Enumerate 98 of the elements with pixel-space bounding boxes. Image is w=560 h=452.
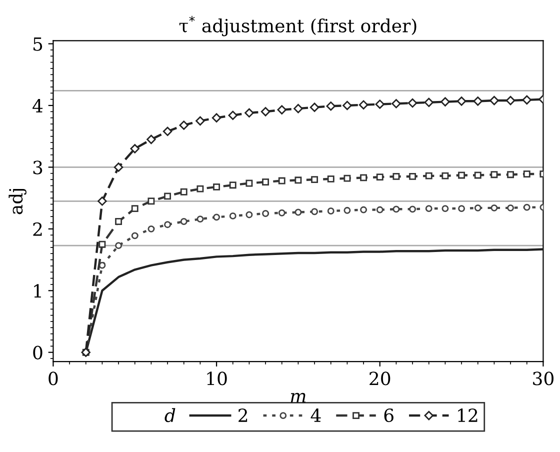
point: [212, 113, 222, 122]
point: [458, 172, 466, 179]
point: [244, 108, 254, 118]
point: [490, 96, 499, 106]
y-tick-label: 1: [34, 284, 41, 298]
point: [458, 205, 466, 212]
point: [278, 209, 286, 216]
point: [474, 204, 482, 212]
point: [360, 206, 368, 214]
point: [360, 174, 368, 182]
y-axis-title: adj: [8, 188, 26, 214]
point: [474, 172, 482, 179]
point: [98, 240, 106, 248]
point: [180, 218, 188, 225]
point: [311, 176, 318, 184]
point: [342, 100, 352, 110]
point: [456, 96, 466, 106]
legend-label: 2: [238, 408, 248, 422]
x-tick-label: 30: [533, 372, 554, 386]
point: [196, 185, 204, 192]
point: [98, 196, 107, 206]
point: [148, 198, 155, 205]
point: [146, 134, 156, 144]
point: [294, 176, 302, 184]
x-tick-label: 10: [207, 372, 227, 386]
point: [522, 95, 532, 105]
point: [229, 212, 236, 220]
point: [326, 101, 336, 111]
point: [490, 204, 498, 212]
point: [409, 172, 416, 180]
y-tick-label: 4: [32, 98, 43, 112]
point: [148, 225, 155, 232]
point: [164, 192, 172, 200]
x-tick-label: 0: [48, 372, 58, 386]
point: [473, 96, 482, 106]
point: [376, 206, 384, 214]
point: [392, 99, 401, 108]
point: [114, 162, 124, 172]
point: [294, 208, 302, 216]
point: [196, 116, 205, 126]
point: [115, 218, 122, 225]
point: [310, 102, 320, 112]
point: [425, 205, 432, 212]
point: [311, 208, 318, 216]
point: [376, 174, 384, 181]
point: [442, 172, 449, 180]
point: [409, 206, 416, 213]
point: [164, 221, 172, 228]
legend-label: 12: [458, 408, 478, 422]
x-axis-title: m: [290, 392, 306, 403]
point: [179, 120, 188, 130]
y-tick-label: 3: [33, 160, 42, 174]
point: [246, 211, 253, 218]
point: [344, 206, 351, 214]
point: [131, 232, 138, 240]
y-tick-label: 5: [34, 37, 42, 51]
point: [358, 100, 368, 110]
point: [115, 242, 122, 250]
point: [506, 96, 516, 106]
chart-title: τ$^{*}$ adjustment (first order): [179, 16, 416, 36]
point: [327, 175, 334, 182]
point: [344, 174, 351, 182]
legend-label: 6: [384, 408, 394, 422]
legend-label: 4: [310, 408, 321, 422]
point: [327, 208, 334, 214]
point: [507, 204, 514, 212]
point: [392, 172, 400, 180]
point: [278, 177, 286, 184]
point: [196, 216, 204, 223]
point: [131, 205, 138, 212]
y-tick-label: 2: [33, 222, 42, 236]
point: [228, 110, 238, 120]
y-tick-label: 0: [33, 346, 42, 360]
point: [425, 172, 432, 180]
point: [260, 107, 270, 116]
point: [277, 105, 286, 114]
point: [490, 171, 498, 178]
point: [162, 126, 172, 136]
point: [440, 97, 450, 106]
point: [213, 214, 220, 221]
point: [130, 144, 140, 154]
point: [507, 171, 514, 178]
point: [442, 205, 449, 212]
point: [523, 170, 530, 178]
legend-title: d: [164, 408, 176, 422]
x-tick-label: 20: [370, 372, 390, 386]
point: [408, 98, 418, 108]
point: [262, 210, 270, 217]
point: [246, 180, 253, 187]
point: [375, 100, 384, 109]
point: [180, 188, 188, 196]
point: [229, 182, 236, 189]
point: [262, 178, 270, 186]
point: [523, 204, 530, 211]
point: [424, 98, 434, 108]
point: [294, 104, 303, 114]
point: [392, 206, 400, 213]
point: [213, 183, 220, 190]
